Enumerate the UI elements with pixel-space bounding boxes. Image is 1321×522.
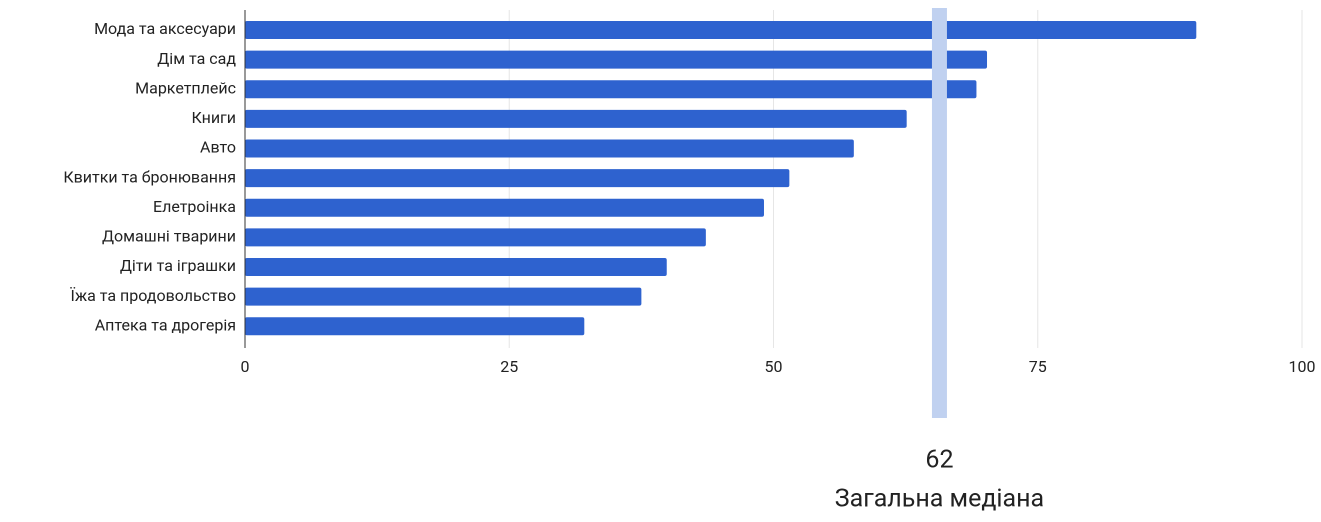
y-tick-label: Дім та сад (157, 49, 236, 68)
y-tick-label: Книги (191, 108, 236, 127)
x-tick-label: 100 (1289, 357, 1316, 376)
y-tick-label: Аптека та дрогерія (95, 315, 236, 334)
bar (245, 317, 585, 336)
x-tick-label: 50 (765, 357, 783, 376)
bar (245, 287, 642, 306)
bar (245, 109, 907, 128)
bar (245, 21, 1197, 40)
median-band (931, 8, 947, 418)
bar (245, 139, 854, 158)
y-tick-label: Маркетплейс (135, 78, 236, 97)
x-tick-label: 25 (500, 357, 518, 376)
bar (245, 257, 667, 276)
bar (245, 50, 988, 69)
x-tick-label: 75 (1029, 357, 1047, 376)
y-tick-label: Мода та аксесуари (94, 19, 236, 38)
y-tick-label: Квитки та бронювання (63, 167, 236, 186)
y-tick-label: Домашні тварини (102, 227, 236, 246)
y-tick-label: Авто (200, 138, 236, 157)
y-tick-label: Діти та іграшки (120, 256, 236, 275)
bar (245, 198, 764, 217)
bar (245, 228, 706, 247)
bar (245, 80, 977, 99)
y-tick-label: Елетроінка (153, 197, 236, 216)
median-caption: Загальна медіана (835, 485, 1044, 514)
x-tick-label: 0 (241, 357, 250, 376)
y-tick-label: Їжа та продовольство (69, 286, 236, 305)
median-value: 62 (925, 446, 953, 475)
bar (245, 169, 790, 188)
